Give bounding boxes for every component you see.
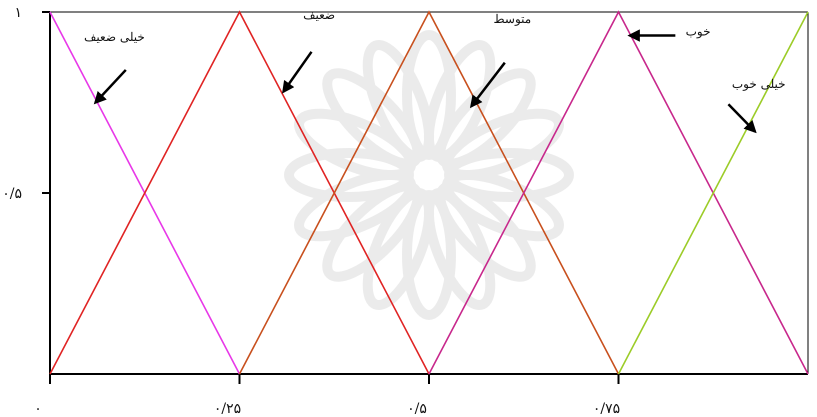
- watermark-rosette-icon: [284, 30, 574, 320]
- y-tick-label-0: ۰/۵: [2, 186, 22, 202]
- arrow-weak: [282, 51, 313, 94]
- series-weak: [49, 10, 430, 375]
- series-good: [428, 10, 809, 375]
- label-very-good: خیلی خوب: [732, 77, 786, 91]
- label-medium: متوسط: [494, 12, 532, 26]
- arrow-very-good: [727, 103, 757, 134]
- series-very-good: [617, 11, 809, 375]
- series-medium: [238, 10, 620, 375]
- label-very-weak: خیلی ضعیف: [84, 30, 145, 44]
- y-tick-label-1: ۱: [14, 5, 22, 21]
- label-weak: ضعیف: [303, 8, 335, 22]
- x-tick-label-2: ۰/۵: [407, 401, 427, 417]
- arrow-very-weak: [93, 69, 127, 105]
- x-tick-label-1: ۰/۲۵: [214, 401, 241, 417]
- x-tick-label-3: ۰/۷۵: [593, 401, 620, 417]
- x-tick-label-0: ۰: [34, 401, 42, 417]
- label-good: خوب: [686, 25, 711, 39]
- arrow-medium: [469, 61, 506, 109]
